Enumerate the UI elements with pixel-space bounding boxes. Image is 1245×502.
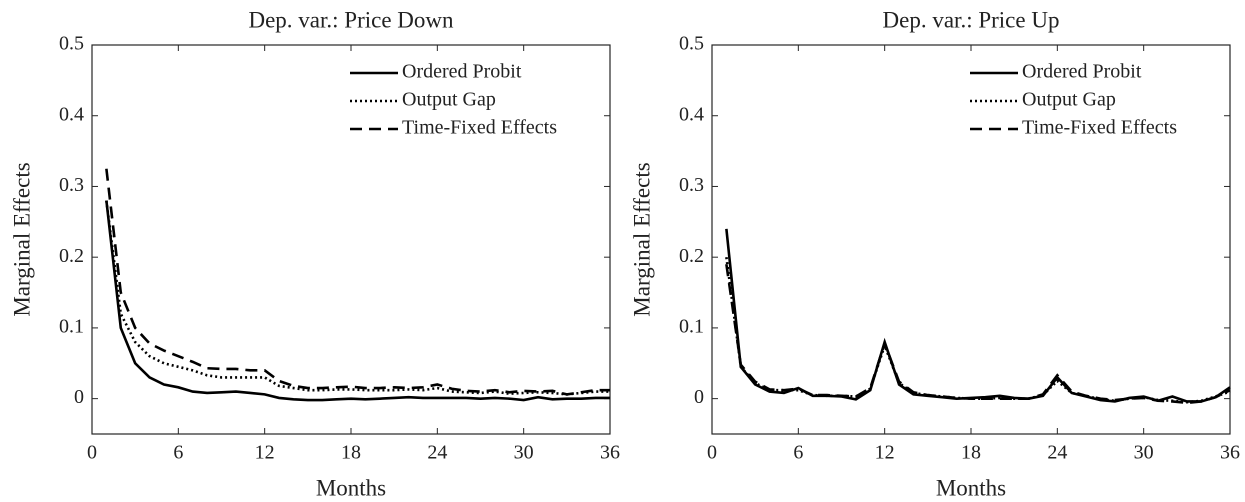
- plot-area: [91, 44, 611, 435]
- series-line: [725, 264, 1231, 405]
- x-axis-label: Months: [936, 475, 1006, 500]
- y-tick-label: 0.5: [59, 33, 84, 55]
- chart-title: Dep. var.: Price Up: [883, 7, 1060, 32]
- y-tick-label: 0.5: [679, 33, 704, 55]
- x-tick-label: 36: [600, 442, 620, 464]
- y-tick-label: 0.2: [59, 245, 84, 267]
- x-tick-label: 18: [341, 442, 361, 464]
- x-tick-label: 0: [707, 442, 717, 464]
- y-tick-label: 0.2: [679, 245, 704, 267]
- y-tick-label: 0.4: [59, 103, 84, 125]
- chart-title: Dep. var.: Price Down: [248, 7, 454, 32]
- y-tick-label: 0.1: [59, 316, 84, 338]
- legend-text: Ordered Probit: [1022, 61, 1142, 83]
- y-tick-label: 0: [694, 386, 704, 408]
- y-tick-label: 0.3: [59, 174, 84, 196]
- legend-text: Output Gap: [402, 89, 496, 111]
- series-line: [725, 257, 1231, 404]
- x-tick-label: 6: [793, 442, 803, 464]
- legend-text: Time-Fixed Effects: [402, 117, 557, 139]
- series-line: [105, 200, 610, 402]
- x-tick-label: 0: [87, 442, 97, 464]
- legend-text: Output Gap: [1022, 89, 1116, 111]
- y-axis-label: Marginal Effects: [9, 162, 34, 316]
- x-tick-label: 24: [427, 442, 447, 464]
- x-tick-label: 24: [1047, 442, 1067, 464]
- y-tick-label: 0: [74, 386, 84, 408]
- x-tick-label: 30: [514, 442, 534, 464]
- x-tick-label: 18: [961, 442, 981, 464]
- series-line: [105, 200, 610, 396]
- y-tick-label: 0.3: [679, 174, 704, 196]
- y-tick-label: 0.1: [679, 316, 704, 338]
- x-tick-label: 36: [1220, 442, 1240, 464]
- x-tick-label: 6: [173, 442, 183, 464]
- x-tick-label: 12: [875, 442, 895, 464]
- x-axis-label: Months: [316, 475, 386, 500]
- legend-text: Time-Fixed Effects: [1022, 117, 1177, 139]
- plot-area: [711, 44, 1231, 435]
- y-tick-label: 0.4: [679, 103, 704, 125]
- legend-text: Ordered Probit: [402, 61, 522, 83]
- x-tick-label: 12: [255, 442, 275, 464]
- series-line: [105, 168, 610, 396]
- x-tick-label: 30: [1134, 442, 1154, 464]
- y-axis-label: Marginal Effects: [629, 162, 654, 316]
